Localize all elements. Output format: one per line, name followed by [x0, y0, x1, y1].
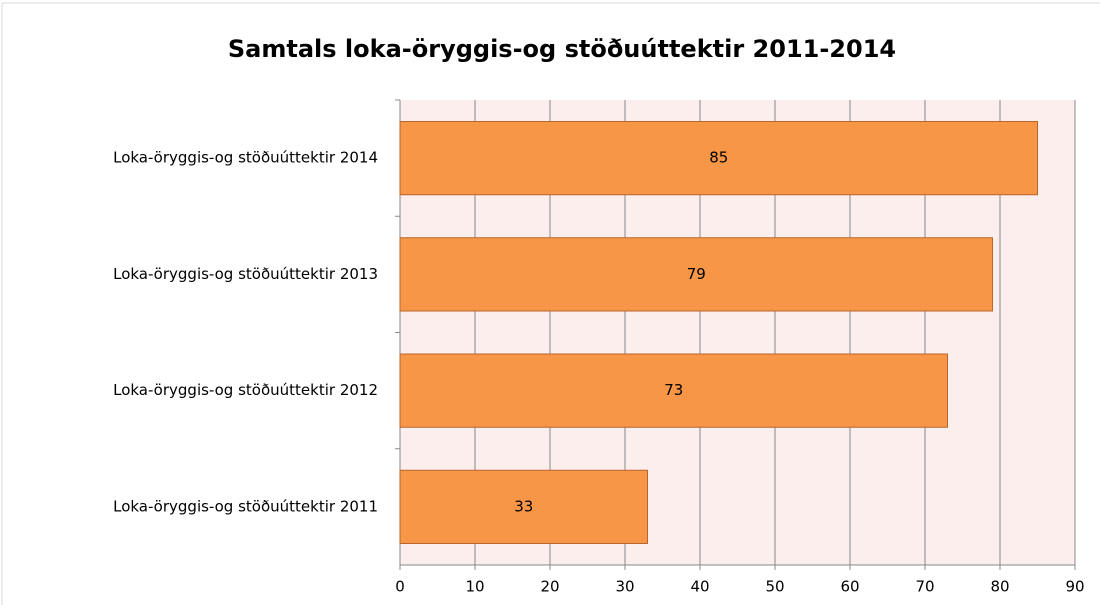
y-tick-label: Loka-öryggis-og stöðuúttektir 2012 — [113, 381, 378, 399]
x-tick-label: 10 — [465, 578, 484, 596]
y-tick-label: Loka-öryggis-og stöðuúttektir 2014 — [113, 149, 378, 167]
data-label: 73 — [664, 381, 683, 399]
bar — [399, 121, 1038, 196]
y-tick-label: Loka-öryggis-og stöðuúttektir 2011 — [113, 497, 378, 515]
bar — [399, 469, 648, 544]
x-tick-label: 60 — [840, 578, 859, 596]
x-tick-label: 90 — [1065, 578, 1084, 596]
data-label: 79 — [687, 265, 706, 283]
x-tick-label: 50 — [765, 578, 784, 596]
y-tick-label: Loka-öryggis-og stöðuúttektir 2013 — [113, 265, 378, 283]
x-tick-label: 80 — [990, 578, 1009, 596]
bar — [399, 353, 948, 428]
data-label: 85 — [709, 149, 728, 167]
x-tick-label: 70 — [915, 578, 934, 596]
data-label: 33 — [514, 497, 533, 515]
x-tick-label: 40 — [690, 578, 709, 596]
x-tick-label: 20 — [540, 578, 559, 596]
bar — [399, 237, 993, 312]
x-tick-label: 0 — [395, 578, 405, 596]
x-tick-label: 30 — [615, 578, 634, 596]
chart-title: Samtals loka-öryggis-og stöðuúttektir 20… — [228, 35, 896, 63]
